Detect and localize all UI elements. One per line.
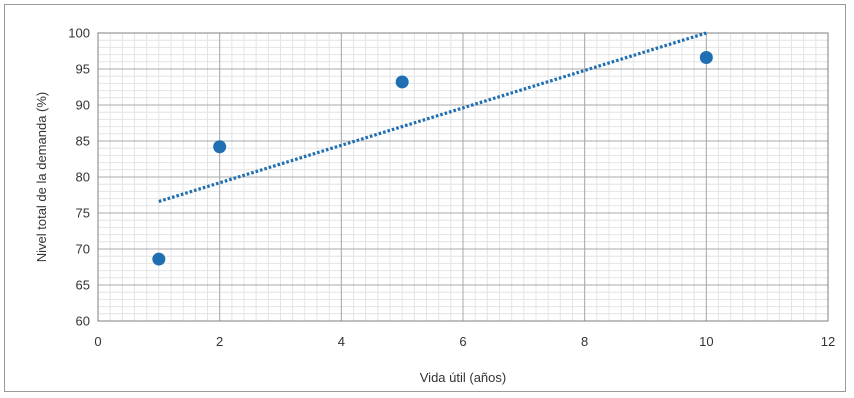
x-tick-label: 10: [699, 334, 713, 349]
y-tick-label: 95: [76, 62, 90, 77]
x-axis-label: Vida útil (años): [420, 370, 506, 385]
y-tick-label: 100: [68, 26, 90, 41]
y-tick-label: 70: [76, 242, 90, 257]
data-point: [213, 140, 227, 154]
x-tick-label: 12: [821, 334, 835, 349]
y-axis-label: Nivel total de la demanda (%): [34, 92, 49, 263]
data-point: [152, 252, 166, 266]
y-tick-label: 85: [76, 134, 90, 149]
data-points: [152, 50, 713, 266]
x-tick-label: 2: [216, 334, 223, 349]
y-tick-label: 90: [76, 98, 90, 113]
y-axis-tick-labels: 60 65 70 75 80 85 90 95 100: [68, 26, 90, 329]
x-tick-label: 6: [459, 334, 466, 349]
y-tick-label: 75: [76, 206, 90, 221]
data-point: [395, 75, 409, 89]
x-axis-tick-labels: 0 2 4 6 8 10 12: [94, 334, 835, 349]
y-tick-label: 60: [76, 314, 90, 329]
x-tick-label: 8: [581, 334, 588, 349]
x-tick-label: 4: [338, 334, 345, 349]
y-tick-label: 65: [76, 278, 90, 293]
y-tick-label: 80: [76, 170, 90, 185]
x-tick-label: 0: [94, 334, 101, 349]
data-point: [699, 50, 713, 64]
plot-area-border: [97, 32, 829, 322]
trendline: [158, 31, 707, 204]
